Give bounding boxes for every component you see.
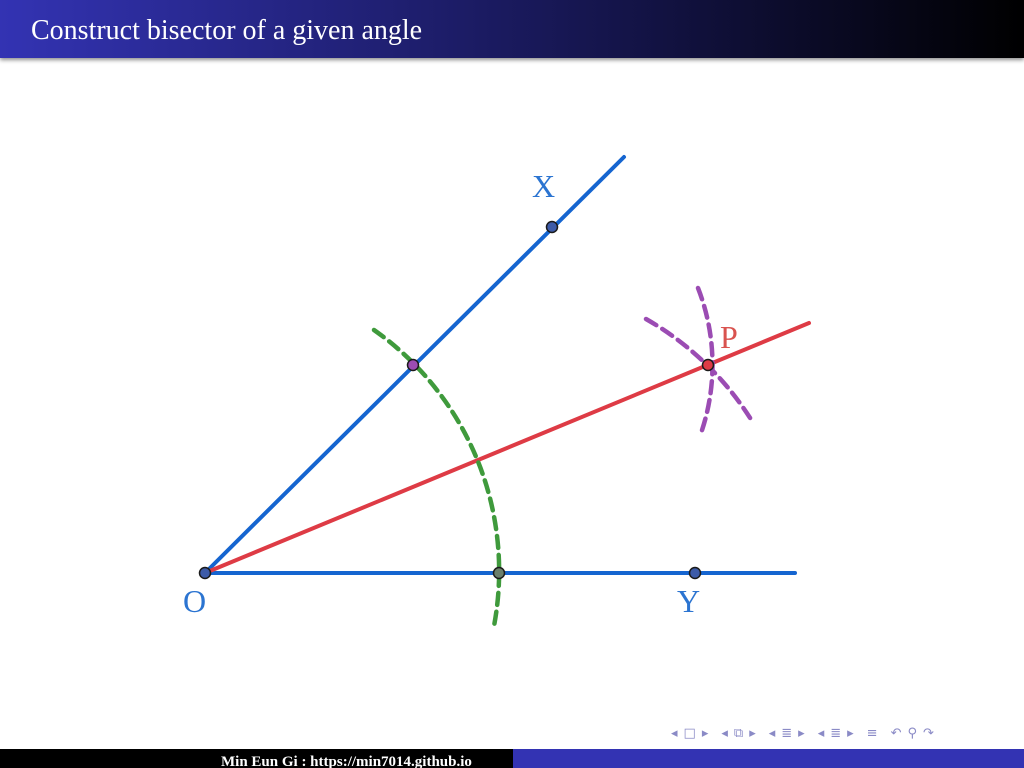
- section2-prev-icon[interactable]: ◂: [817, 725, 825, 741]
- point-arc-on-oy: [492, 566, 506, 580]
- align-icon[interactable]: ≡: [866, 725, 878, 741]
- subsection-icon[interactable]: ⧉: [733, 725, 744, 741]
- beamer-navigation: ◂ □ ▸ ◂ ⧉ ▸ ◂ ≣ ▸ ◂ ≣ ▸ ≡ ↶ ⚲ ↷: [668, 722, 937, 744]
- point-o: [198, 566, 212, 580]
- point-y: [688, 566, 702, 580]
- search-icon[interactable]: ⚲: [907, 725, 917, 741]
- footer-left-panel: Min Eun Gi : https://min7014.github.io: [0, 749, 513, 768]
- label-y: Y: [677, 583, 700, 619]
- footer-author-link[interactable]: Min Eun Gi : https://min7014.github.io: [221, 754, 472, 768]
- point-arc-on-ox: [406, 358, 420, 372]
- section-prev-icon[interactable]: ◂: [768, 725, 776, 741]
- section2-icon[interactable]: ≣: [830, 725, 842, 741]
- label-x: X: [532, 168, 555, 204]
- label-p: P: [720, 319, 738, 355]
- bisector-ray-op: [203, 321, 811, 575]
- subsection-prev-icon[interactable]: ◂: [721, 725, 728, 741]
- redo-icon[interactable]: ↷: [923, 725, 934, 741]
- subsection-next-icon[interactable]: ▸: [749, 725, 756, 741]
- slide-title: Construct bisector of a given angle: [31, 15, 423, 46]
- undo-icon[interactable]: ↶: [890, 725, 902, 741]
- section-next-icon[interactable]: ▸: [798, 725, 805, 741]
- label-o: O: [183, 583, 206, 619]
- section-icon[interactable]: ≣: [781, 725, 793, 741]
- section2-next-icon[interactable]: ▸: [847, 725, 854, 741]
- title-bar: Construct bisector of a given angle: [0, 0, 1024, 58]
- point-x: [545, 220, 559, 234]
- frame-prev-icon[interactable]: ◂: [671, 725, 678, 741]
- footer-right-panel: [513, 749, 1024, 768]
- frame-next-icon[interactable]: ▸: [701, 725, 709, 741]
- frame-icon[interactable]: □: [683, 725, 696, 741]
- point-p: [701, 358, 715, 372]
- footer: Min Eun Gi : https://min7014.github.io: [0, 749, 1024, 768]
